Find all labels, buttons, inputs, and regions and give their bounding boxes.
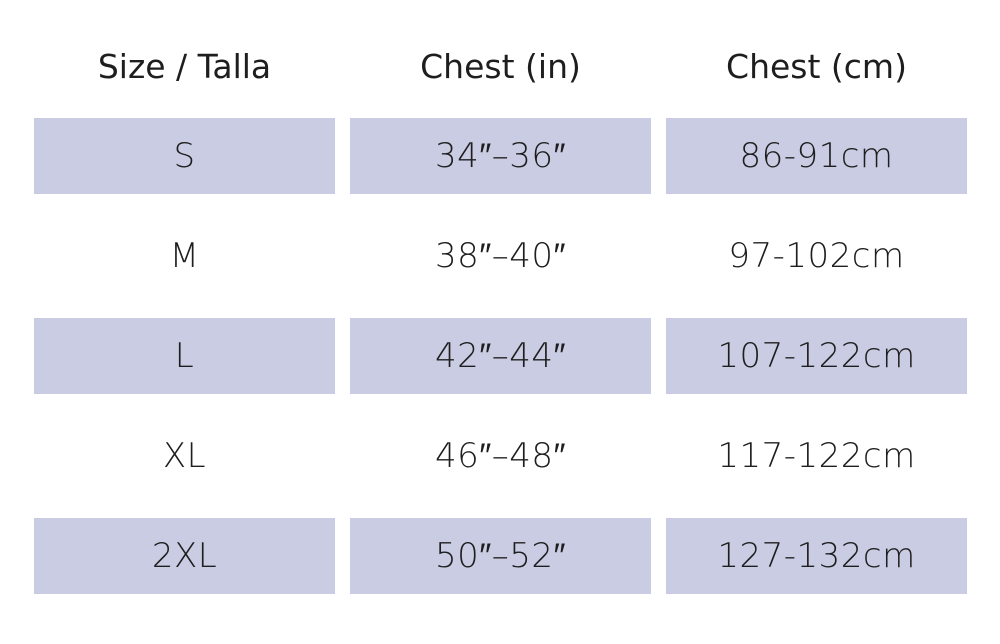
table-cell: 42″–44″ — [350, 318, 651, 394]
table-cell: 107-122cm — [666, 318, 967, 394]
table-cell: XL — [162, 436, 207, 476]
table-cell: 2XL — [34, 518, 335, 594]
table-cell: M — [169, 236, 200, 276]
table-cell: 50″–52″ — [350, 518, 651, 594]
table-cell: 117-122cm — [717, 436, 916, 476]
table-cell: 34″–36″ — [350, 118, 651, 194]
column-header: Chest (in) — [420, 46, 581, 86]
table-cell: 38″–40″ — [434, 236, 567, 276]
table-cell: 46″–48″ — [434, 436, 567, 476]
column-header: Size / Talla — [97, 46, 272, 86]
table-cell: S — [34, 118, 335, 194]
table-cell: 86-91cm — [666, 118, 967, 194]
table-cell: 127-132cm — [666, 518, 967, 594]
column-header: Chest (cm) — [726, 46, 907, 86]
table-cell: L — [34, 318, 335, 394]
table-cell: 97-102cm — [728, 236, 905, 276]
